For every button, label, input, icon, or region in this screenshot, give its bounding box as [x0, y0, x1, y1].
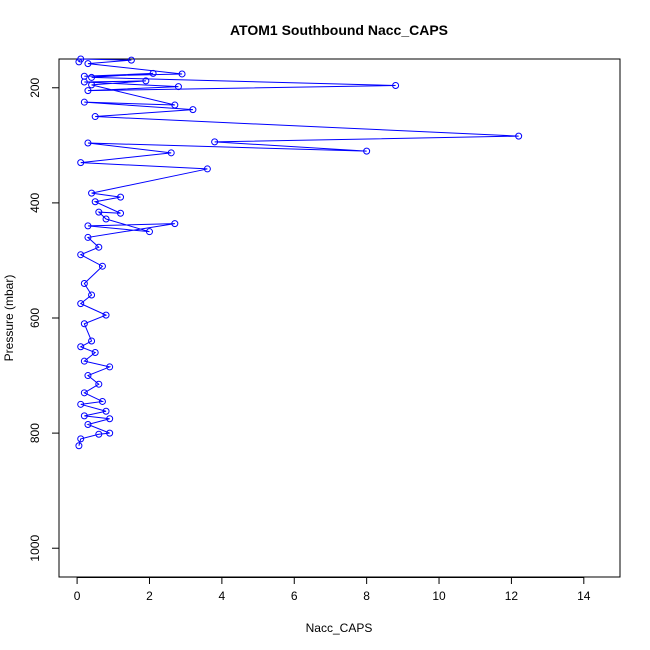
series-line [78, 58, 519, 446]
data-point [203, 165, 211, 173]
data-point [77, 55, 85, 63]
data-point [95, 430, 103, 438]
data-point [142, 77, 150, 85]
data-point [515, 132, 523, 140]
data-point [106, 363, 114, 371]
data-point [102, 215, 110, 223]
data-point [80, 357, 88, 365]
data-point [106, 415, 114, 423]
data-point [145, 228, 153, 236]
series-1 [75, 55, 523, 450]
x-tick-label: 4 [219, 589, 226, 603]
data-point [189, 106, 197, 114]
chart-title: ATOM1 Southbound Nacc_CAPS [230, 22, 448, 38]
data-point [84, 139, 92, 147]
data-point [117, 193, 125, 201]
data-point [392, 81, 400, 89]
x-tick-label: 6 [291, 589, 298, 603]
data-point [98, 262, 106, 270]
series-layer [75, 55, 523, 450]
data-point [80, 98, 88, 106]
data-point [77, 343, 85, 351]
data-point [88, 189, 96, 197]
y-axis: 200 400 600 800 1000 [28, 77, 59, 562]
data-point [88, 337, 96, 345]
data-point [178, 70, 186, 78]
x-axis: 0 2 4 6 8 10 12 14 [74, 577, 591, 603]
data-point [88, 81, 96, 89]
data-point [77, 251, 85, 259]
y-tick-label: 600 [28, 308, 42, 328]
data-point [167, 149, 175, 157]
data-point [98, 397, 106, 405]
data-point [84, 87, 92, 95]
data-point [77, 435, 85, 443]
data-point [77, 400, 85, 408]
data-point [171, 220, 179, 228]
data-point [84, 222, 92, 230]
y-tick-label: 400 [28, 193, 42, 213]
data-point [84, 60, 92, 68]
data-point [102, 311, 110, 319]
data-point [80, 412, 88, 420]
y-tick-label: 200 [28, 77, 42, 97]
data-point [95, 208, 103, 216]
y-tick-label: 800 [28, 423, 42, 443]
data-point [211, 138, 219, 146]
data-point [84, 420, 92, 428]
x-tick-label: 12 [505, 589, 519, 603]
data-point [127, 56, 135, 64]
data-point [75, 442, 83, 450]
data-point [84, 233, 92, 241]
data-point [88, 291, 96, 299]
x-tick-label: 2 [146, 589, 153, 603]
data-point [102, 407, 110, 415]
data-point [80, 320, 88, 328]
data-point [174, 83, 182, 91]
data-point [80, 78, 88, 86]
data-point [106, 429, 114, 437]
data-point [84, 372, 92, 380]
data-point [80, 279, 88, 287]
y-tick-label: 1000 [28, 535, 42, 562]
data-point [91, 113, 99, 121]
data-point [80, 389, 88, 397]
data-point [95, 380, 103, 388]
data-point [77, 300, 85, 308]
data-point [117, 209, 125, 217]
x-tick-label: 14 [577, 589, 591, 603]
data-point [77, 159, 85, 167]
data-point [363, 147, 371, 155]
x-tick-label: 10 [432, 589, 446, 603]
x-tick-label: 0 [74, 589, 81, 603]
plot-frame [58, 58, 621, 578]
data-point [171, 101, 179, 109]
data-point [149, 69, 157, 77]
x-axis-label: Nacc_CAPS [306, 621, 373, 635]
data-point [91, 349, 99, 357]
y-axis-label: Pressure (mbar) [2, 275, 16, 362]
data-point [88, 73, 96, 81]
data-point [95, 243, 103, 251]
data-point [91, 198, 99, 206]
x-tick-label: 8 [363, 589, 370, 603]
